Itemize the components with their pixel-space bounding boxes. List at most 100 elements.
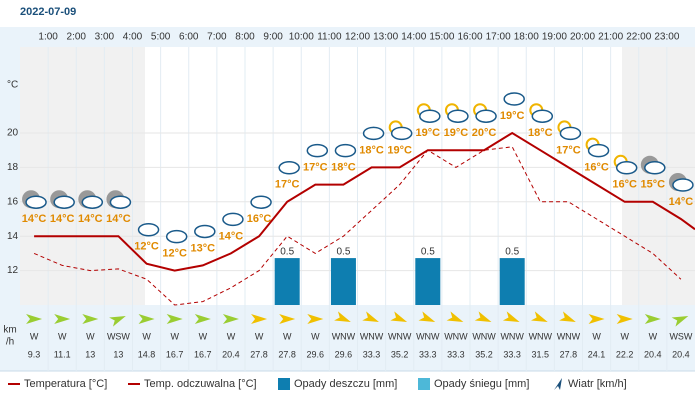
x-tick-label: 9:00 — [263, 32, 283, 43]
wind-speed: 35.2 — [391, 349, 409, 359]
temp-label: 17°C — [303, 162, 328, 174]
arrow-shape — [390, 311, 408, 323]
precip-bar — [415, 258, 441, 305]
cloud — [587, 143, 610, 158]
wind-speed: 16.7 — [194, 349, 212, 359]
wind-arrow — [474, 311, 492, 323]
arrow-shape — [251, 314, 268, 324]
precip-bar — [499, 258, 525, 305]
wind-direction: W — [170, 331, 179, 341]
cloud — [165, 229, 188, 244]
wind-speed: 27.8 — [560, 349, 578, 359]
arrow-shape — [307, 314, 324, 324]
wind-arrow — [222, 314, 239, 324]
legend-label: Wiatr [km/h] — [568, 378, 627, 390]
weather-icon — [473, 103, 497, 123]
cloud — [531, 109, 554, 123]
x-tick-label: 5:00 — [151, 32, 171, 43]
temp-label: 17°C — [556, 144, 581, 156]
weather-icon — [306, 143, 329, 158]
wind-speed: 22.2 — [616, 349, 634, 359]
temp-line — [33, 146, 682, 306]
temp-label: 14°C — [106, 213, 131, 225]
weather-icon — [334, 143, 357, 158]
wind-arrow — [362, 311, 379, 323]
weather-icon — [557, 120, 582, 141]
legend-label: Temperatura [°C] — [24, 378, 107, 390]
x-tick-label: 19:00 — [542, 32, 567, 43]
wind-direction: WNW — [332, 331, 356, 341]
wind-arrow — [194, 314, 211, 324]
wind-direction: WNW — [388, 331, 412, 341]
x-tick-label: 6:00 — [179, 32, 199, 43]
wind-arrow — [251, 314, 268, 324]
wind-speed: 20.4 — [644, 349, 662, 359]
wind-speed: 16.7 — [166, 349, 184, 359]
cloud — [81, 195, 104, 209]
wind-speed: 13 — [85, 349, 95, 359]
wind-speed: 35.2 — [475, 349, 493, 359]
weather-icon — [22, 190, 47, 209]
arrow-shape — [334, 311, 351, 323]
wind-direction: W — [283, 331, 292, 341]
legend-arrow — [554, 378, 562, 390]
wind-speed: 33.3 — [447, 349, 465, 359]
legend-label: Opady deszczu [mm] — [294, 378, 397, 390]
wind-arrow — [446, 311, 464, 323]
wind-direction: W — [142, 331, 151, 341]
arrow-shape — [26, 314, 43, 324]
wind-direction: WNW — [416, 331, 440, 341]
weather-icon — [278, 161, 300, 175]
temp-label: 18°C — [359, 144, 384, 156]
wind-direction: WNW — [360, 331, 384, 341]
x-tick-label: 1:00 — [38, 32, 58, 43]
wind-direction: W — [592, 331, 601, 341]
arrow-shape — [588, 314, 605, 324]
wind-arrow — [588, 314, 605, 324]
x-tick-label: 20:00 — [570, 32, 595, 43]
weather-icon — [444, 103, 469, 123]
wind-arrow — [138, 314, 155, 324]
cloud — [503, 92, 525, 106]
x-tick-label: 11:00 — [317, 32, 342, 43]
x-tick-label: 10:00 — [289, 32, 314, 43]
temp-label: 20°C — [472, 127, 497, 139]
temp-label: 18°C — [331, 162, 356, 174]
wind-arrow — [54, 314, 71, 324]
arrow-shape — [616, 314, 633, 324]
temp-label: 14°C — [50, 213, 75, 225]
cloud — [222, 212, 244, 227]
arrow-shape — [446, 311, 464, 323]
y-tick-label: 12 — [7, 265, 19, 276]
precip-bar — [330, 258, 356, 305]
wind-arrow — [166, 314, 183, 324]
wind-speed: 31.5 — [532, 349, 550, 359]
x-tick-label: 7:00 — [207, 32, 227, 43]
wind-direction: WNW — [444, 331, 468, 341]
wind-speed: 14.8 — [138, 349, 156, 359]
weather-icon — [585, 137, 610, 158]
wind-arrow — [616, 314, 633, 324]
wind-speed: 29.6 — [307, 349, 325, 359]
cloud — [109, 195, 132, 209]
weather-icon — [78, 190, 104, 209]
arrow-shape — [671, 315, 689, 327]
legend-swatch — [418, 378, 430, 390]
cloud — [362, 126, 385, 141]
weather-icon — [165, 229, 188, 244]
bar-label: 0.5 — [280, 247, 294, 258]
precip-bar — [274, 258, 300, 305]
temp-label: 14°C — [669, 196, 694, 208]
temp-label: 14°C — [78, 213, 103, 225]
weather-icon — [503, 92, 525, 106]
bar-label: 0.5 — [336, 247, 350, 258]
arrow-shape — [362, 311, 379, 323]
wind-speed: 27.8 — [250, 349, 268, 359]
x-tick-label: 12:00 — [345, 32, 370, 43]
wind-speed: 33.3 — [363, 349, 381, 359]
temp-label: 17°C — [275, 179, 300, 191]
weather-icon — [416, 103, 441, 123]
wind-arrow — [559, 311, 576, 323]
wind-arrow — [26, 314, 43, 324]
